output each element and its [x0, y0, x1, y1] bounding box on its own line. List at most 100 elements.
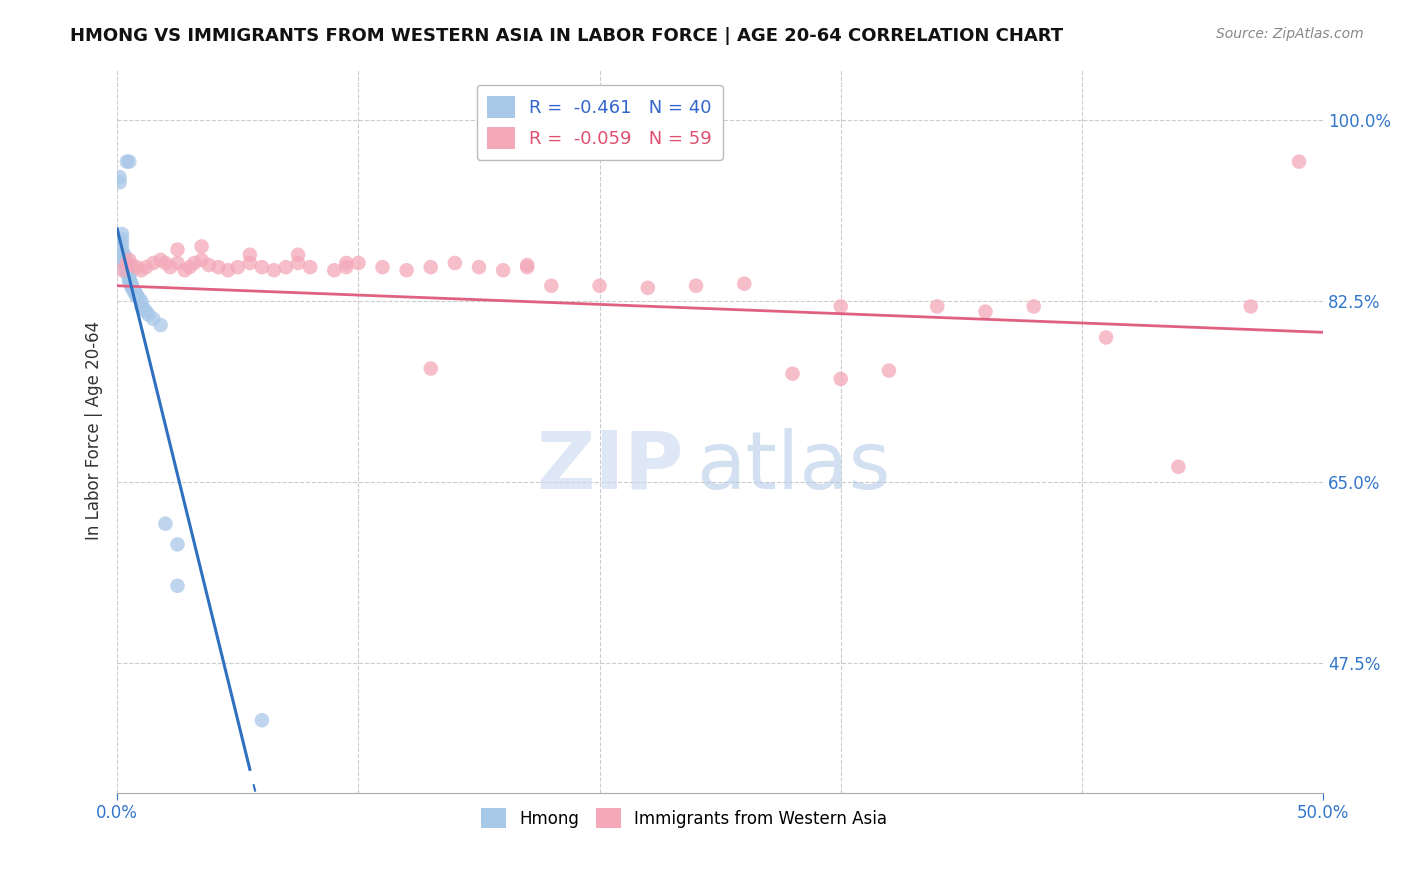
- Point: [108, 175, 131, 189]
- Point: [111, 232, 134, 246]
- Point: [239, 256, 262, 270]
- Point: [142, 311, 165, 326]
- Point: [115, 154, 138, 169]
- Point: [1240, 300, 1263, 314]
- Point: [299, 260, 322, 274]
- Point: [118, 275, 141, 289]
- Point: [492, 263, 515, 277]
- Point: [263, 263, 285, 277]
- Point: [128, 291, 150, 305]
- Point: [179, 260, 201, 274]
- Point: [132, 301, 155, 316]
- Point: [115, 264, 138, 278]
- Point: [115, 262, 138, 277]
- Point: [112, 252, 135, 267]
- Point: [118, 154, 141, 169]
- Point: [125, 289, 148, 303]
- Point: [198, 258, 221, 272]
- Point: [468, 260, 491, 274]
- Point: [111, 263, 134, 277]
- Point: [588, 278, 610, 293]
- Point: [166, 537, 188, 551]
- Point: [444, 256, 467, 270]
- Point: [287, 248, 309, 262]
- Point: [111, 243, 134, 257]
- Point: [142, 256, 165, 270]
- Point: [173, 263, 195, 277]
- Point: [159, 260, 181, 274]
- Point: [540, 278, 562, 293]
- Point: [927, 300, 949, 314]
- Point: [121, 277, 143, 291]
- Point: [323, 263, 346, 277]
- Point: [166, 579, 188, 593]
- Text: HMONG VS IMMIGRANTS FROM WESTERN ASIA IN LABOR FORCE | AGE 20-64 CORRELATION CHA: HMONG VS IMMIGRANTS FROM WESTERN ASIA IN…: [70, 27, 1063, 45]
- Point: [115, 256, 138, 270]
- Point: [419, 260, 441, 274]
- Point: [112, 255, 135, 269]
- Point: [155, 516, 177, 531]
- Point: [207, 260, 229, 274]
- Point: [782, 367, 804, 381]
- Point: [516, 260, 538, 274]
- Point: [335, 260, 357, 274]
- Point: [118, 252, 141, 267]
- Point: [131, 294, 153, 309]
- Point: [118, 270, 141, 285]
- Point: [1095, 330, 1118, 344]
- Point: [138, 308, 160, 322]
- Y-axis label: In Labor Force | Age 20-64: In Labor Force | Age 20-64: [86, 321, 103, 541]
- Point: [516, 258, 538, 272]
- Point: [112, 250, 135, 264]
- Point: [877, 363, 900, 377]
- Point: [166, 243, 188, 257]
- Point: [111, 237, 134, 252]
- Point: [830, 372, 852, 386]
- Point: [335, 256, 357, 270]
- Point: [974, 304, 997, 318]
- Point: [419, 361, 441, 376]
- Point: [733, 277, 755, 291]
- Point: [121, 281, 143, 295]
- Point: [166, 256, 188, 270]
- Point: [190, 239, 212, 253]
- Point: [135, 260, 157, 274]
- Point: [155, 256, 177, 270]
- Point: [287, 256, 309, 270]
- Point: [347, 256, 370, 270]
- Point: [115, 260, 138, 274]
- Point: [112, 258, 135, 272]
- Point: [1288, 154, 1310, 169]
- Point: [118, 268, 141, 283]
- Text: atlas: atlas: [696, 428, 890, 506]
- Point: [226, 260, 249, 274]
- Point: [112, 248, 135, 262]
- Point: [125, 260, 148, 274]
- Point: [239, 248, 262, 262]
- Point: [108, 170, 131, 185]
- Point: [149, 318, 172, 332]
- Point: [685, 278, 707, 293]
- Point: [830, 300, 852, 314]
- Point: [395, 263, 418, 277]
- Point: [274, 260, 297, 274]
- Point: [250, 260, 273, 274]
- Point: [121, 278, 143, 293]
- Point: [637, 281, 659, 295]
- Point: [111, 227, 134, 241]
- Point: [122, 283, 145, 297]
- Text: ZIP: ZIP: [537, 428, 683, 506]
- Point: [115, 266, 138, 280]
- Point: [1022, 300, 1045, 314]
- Point: [183, 256, 205, 270]
- Point: [131, 300, 153, 314]
- Point: [149, 252, 172, 267]
- Legend: Hmong, Immigrants from Western Asia: Hmong, Immigrants from Western Asia: [474, 801, 894, 835]
- Point: [118, 272, 141, 286]
- Point: [217, 263, 239, 277]
- Point: [250, 713, 273, 727]
- Point: [190, 252, 212, 267]
- Point: [135, 304, 157, 318]
- Point: [371, 260, 394, 274]
- Point: [121, 258, 143, 272]
